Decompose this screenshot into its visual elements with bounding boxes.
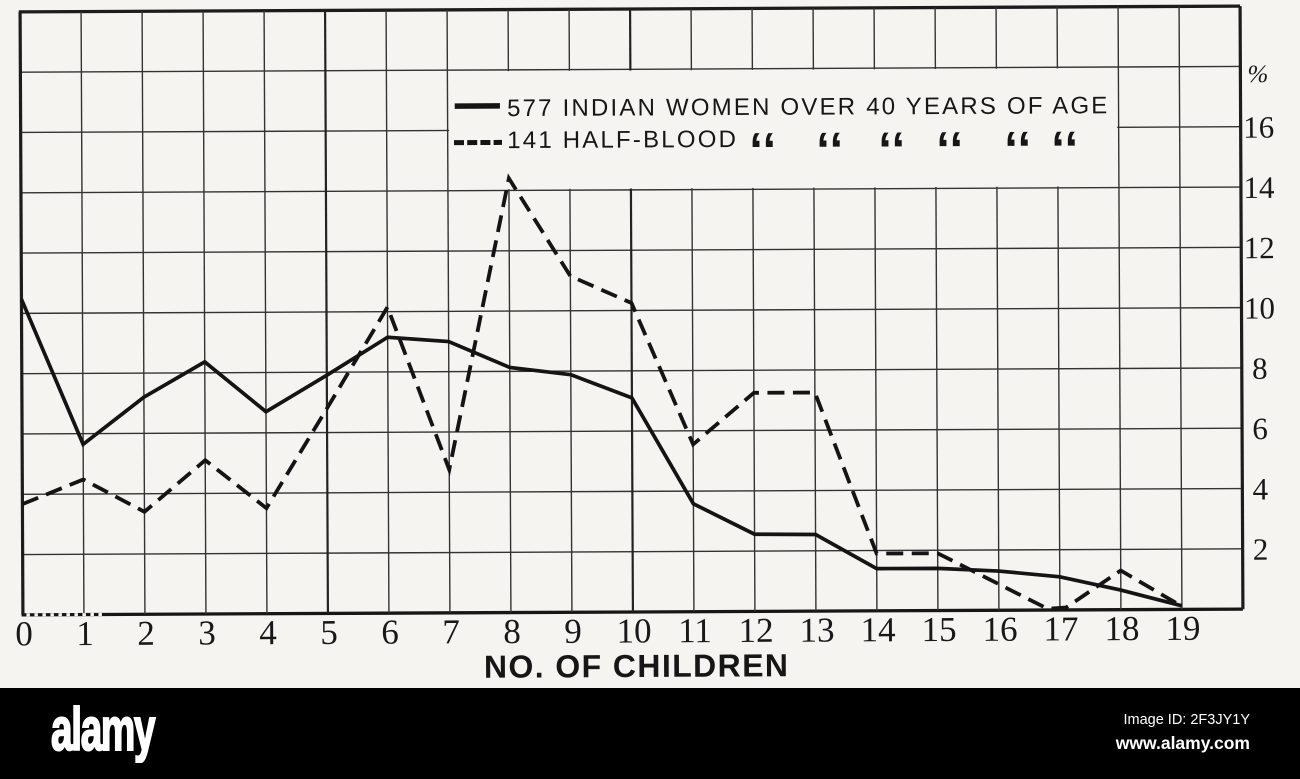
svg-text:5: 5 <box>320 613 338 652</box>
svg-text:3: 3 <box>198 613 216 652</box>
svg-text:6: 6 <box>381 613 399 652</box>
svg-text:11: 11 <box>678 611 712 650</box>
svg-text:%: % <box>1247 61 1268 88</box>
svg-text:577 INDIAN WOMEN OVER 40 YEARS: 577 INDIAN WOMEN OVER 40 YEARS OF AGE <box>507 92 1110 122</box>
svg-text:1: 1 <box>76 614 94 653</box>
svg-text:2: 2 <box>137 614 155 653</box>
svg-text:13: 13 <box>799 611 834 650</box>
svg-text:12: 12 <box>738 611 773 650</box>
svg-text:‘‘: ‘‘ <box>816 123 845 177</box>
svg-text:141 HALF-BLOOD: 141 HALF-BLOOD <box>507 126 738 154</box>
svg-text:0: 0 <box>15 614 33 653</box>
svg-text:9: 9 <box>564 612 582 651</box>
svg-text:2: 2 <box>1253 532 1269 567</box>
svg-text:4: 4 <box>1253 471 1269 506</box>
svg-text:10: 10 <box>616 611 651 650</box>
svg-text:‘‘: ‘‘ <box>878 123 907 177</box>
svg-text:16: 16 <box>1243 110 1274 145</box>
svg-text:‘‘: ‘‘ <box>749 124 778 178</box>
svg-text:6: 6 <box>1252 411 1268 446</box>
svg-text:10: 10 <box>1244 290 1275 325</box>
svg-text:15: 15 <box>921 610 956 649</box>
svg-text:14: 14 <box>1243 170 1275 205</box>
svg-text:NO. OF CHILDREN: NO. OF CHILDREN <box>484 647 790 684</box>
svg-text:19: 19 <box>1165 609 1200 648</box>
svg-text:‘‘: ‘‘ <box>1004 123 1033 177</box>
svg-text:‘‘: ‘‘ <box>936 123 965 177</box>
svg-text:14: 14 <box>860 610 895 649</box>
svg-text:4: 4 <box>259 613 277 652</box>
svg-text:16: 16 <box>982 610 1017 649</box>
svg-text:8: 8 <box>1252 351 1268 386</box>
svg-text:7: 7 <box>442 612 460 651</box>
svg-text:18: 18 <box>1104 609 1139 648</box>
svg-text:17: 17 <box>1043 609 1078 648</box>
svg-text:12: 12 <box>1244 230 1275 265</box>
svg-text:8: 8 <box>503 612 521 651</box>
svg-text:‘‘: ‘‘ <box>1051 122 1080 176</box>
